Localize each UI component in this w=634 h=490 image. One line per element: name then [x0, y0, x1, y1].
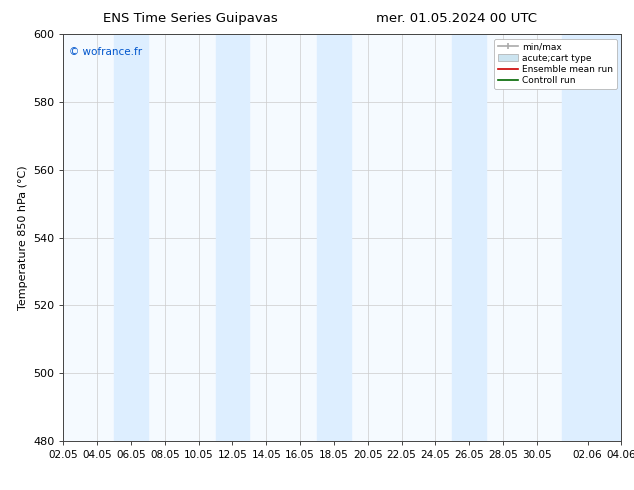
Bar	[216, 34, 249, 441]
Text: mer. 01.05.2024 00 UTC: mer. 01.05.2024 00 UTC	[376, 12, 537, 25]
Bar	[452, 34, 486, 441]
Text: ENS Time Series Guipavas: ENS Time Series Guipavas	[103, 12, 278, 25]
Legend: min/max, acute;cart type, Ensemble mean run, Controll run: min/max, acute;cart type, Ensemble mean …	[495, 39, 617, 89]
Text: © wofrance.fr: © wofrance.fr	[69, 47, 142, 56]
Bar	[562, 34, 630, 441]
Bar	[317, 34, 351, 441]
Y-axis label: Temperature 850 hPa (°C): Temperature 850 hPa (°C)	[18, 165, 27, 310]
Bar	[114, 34, 148, 441]
